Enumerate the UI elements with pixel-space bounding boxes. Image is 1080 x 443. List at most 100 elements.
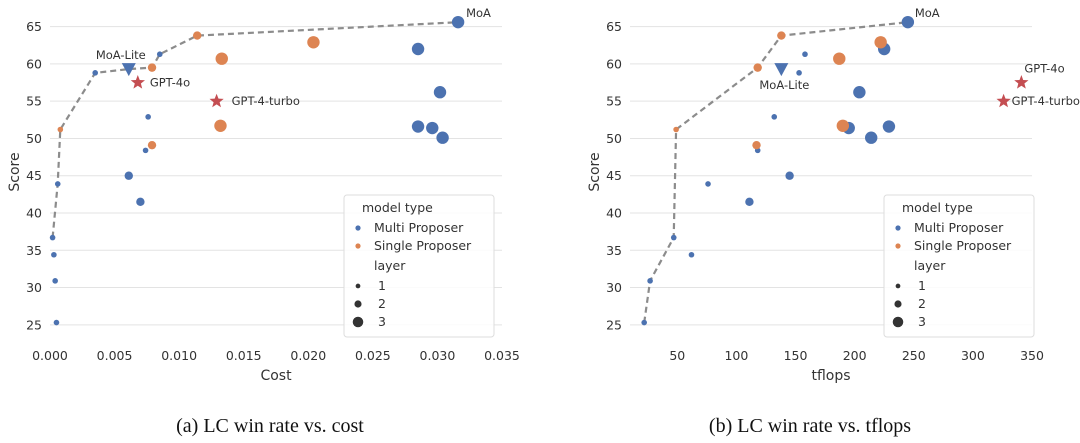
legend-size-marker [355, 283, 361, 289]
chart-panel-cost: 25 30 35 40 45 50 55 60 65 0.000 0.005 0.010 0.015 0.… [7, 6, 520, 437]
legend-size-label: 2 [378, 296, 386, 311]
x-tick-label: 300 [961, 348, 985, 363]
x-tick-label: 0.020 [290, 348, 326, 363]
legend-size-label: 1 [378, 278, 386, 293]
scatter-chart-cost: 25 30 35 40 45 50 55 60 65 0.000 0.005 0.010 0.015 0.… [7, 6, 520, 384]
multi-proposer-point [670, 234, 677, 241]
multi-proposer-point [54, 181, 61, 187]
point-annotation: MoA [466, 6, 491, 20]
x-tick-label: 50 [669, 348, 685, 363]
multi-proposer-point [51, 251, 57, 258]
x-axis-label: Cost [260, 368, 292, 384]
legend-box [883, 194, 1035, 338]
legend-size-marker [352, 316, 364, 328]
y-tick-label: 40 [606, 206, 622, 221]
y-tick-label: 45 [606, 168, 622, 183]
multi-proposer-point [411, 120, 425, 133]
x-tick-label: 0.015 [226, 348, 262, 363]
multi-proposer-point [52, 278, 58, 284]
y-tick-label: 45 [26, 168, 42, 183]
gpt-star-marker [130, 75, 145, 89]
legend-size-title: layer [374, 258, 406, 273]
multi-proposer-point [901, 15, 915, 29]
legend-label-single: Single Proposer [914, 238, 1012, 253]
legend-marker-single [355, 243, 361, 249]
single-proposer-point [147, 140, 157, 150]
multi-proposer-point [802, 51, 808, 58]
x-tick-label: 0.000 [32, 348, 68, 363]
y-tick-label: 55 [606, 94, 622, 109]
y-tick-label: 65 [26, 19, 42, 34]
single-proposer-point [214, 119, 227, 132]
gpt-star-marker [209, 93, 224, 108]
single-proposer-point [215, 52, 228, 65]
single-proposer-point [874, 36, 887, 49]
legend-size-marker [354, 300, 362, 308]
legend: model type Multi Proposer Single Proposer l… [883, 194, 1035, 338]
single-proposer-point [307, 36, 320, 49]
legend-size-marker [892, 316, 904, 328]
x-tick-label: 350 [1020, 348, 1044, 363]
multi-proposer-point [436, 131, 449, 144]
legend-size-label: 3 [918, 314, 926, 329]
point-annotation: GPT-4-turbo [232, 94, 300, 108]
y-tick-label: 25 [26, 317, 42, 332]
multi-proposer-point [853, 86, 866, 99]
multi-proposer-point [145, 114, 151, 120]
single-proposer-point [777, 31, 786, 40]
y-tick-label: 35 [26, 243, 42, 258]
legend-title: model type [902, 200, 973, 215]
legend-size-title: layer [914, 258, 946, 273]
legend-size-marker [895, 283, 901, 289]
legend-marker-single [895, 243, 901, 249]
moa-lite-triangle-marker [774, 63, 789, 77]
x-tick-label: 100 [724, 348, 748, 363]
pareto-frontier-line [643, 21, 909, 323]
single-proposer-point [57, 126, 64, 133]
point-annotation: GPT-4-turbo [1012, 94, 1080, 108]
multi-proposer-point [688, 251, 695, 258]
multi-proposer-point [785, 171, 794, 180]
caption-cost: (a) LC win rate vs. cost [176, 415, 364, 437]
y-tick-label: 50 [606, 131, 622, 146]
multi-proposer-point [124, 171, 133, 180]
multi-proposer-point [49, 234, 56, 241]
multi-proposer-point [647, 278, 653, 284]
single-proposer-point [752, 140, 761, 150]
x-tick-label: 250 [902, 348, 926, 363]
single-proposer-point [147, 63, 157, 72]
multi-proposer-point [411, 42, 425, 56]
legend-box [343, 194, 495, 338]
multi-proposer-point [92, 70, 98, 76]
point-annotation: MoA-Lite [759, 78, 809, 92]
multi-proposer-point [865, 131, 878, 144]
multi-proposer-point [796, 70, 802, 76]
legend-size-label: 3 [378, 314, 386, 329]
multi-proposer-point [705, 181, 711, 187]
moa-lite-triangle-marker [121, 63, 136, 77]
y-tick-label: 40 [26, 206, 42, 221]
chart-panel-tflops: 25 30 35 40 45 50 55 60 65 50 100 150 200 250 300 350 tf… [540, 0, 1080, 443]
legend-label-single: Single Proposer [374, 238, 472, 253]
legend-label-multi: Multi Proposer [374, 220, 464, 235]
scatter-chart-tflops: 25 30 35 40 45 50 55 60 65 50 100 150 200 250 300 350 tf… [587, 6, 1080, 384]
gpt-star-marker [996, 93, 1011, 108]
y-tick-label: 60 [606, 56, 622, 71]
x-tick-label: 200 [843, 348, 867, 363]
legend-size-marker [894, 300, 902, 308]
y-tick-label: 30 [26, 280, 42, 295]
legend-size-label: 1 [918, 278, 926, 293]
point-annotation: GPT-4o [1024, 62, 1064, 76]
multi-proposer-point [433, 86, 447, 99]
point-annotation: MoA [915, 6, 940, 20]
single-proposer-point [193, 31, 202, 40]
single-proposer-point [833, 52, 846, 65]
multi-proposer-point [745, 197, 754, 207]
x-tick-label: 0.030 [420, 348, 456, 363]
caption-tflops: (b) LC win rate vs. tflops [708, 415, 912, 437]
multi-proposer-point [53, 319, 60, 326]
y-tick-label: 65 [606, 19, 622, 34]
point-annotation: GPT-4o [150, 76, 190, 90]
y-axis-label: Score [587, 152, 603, 191]
y-axis-label: Score [7, 152, 23, 191]
